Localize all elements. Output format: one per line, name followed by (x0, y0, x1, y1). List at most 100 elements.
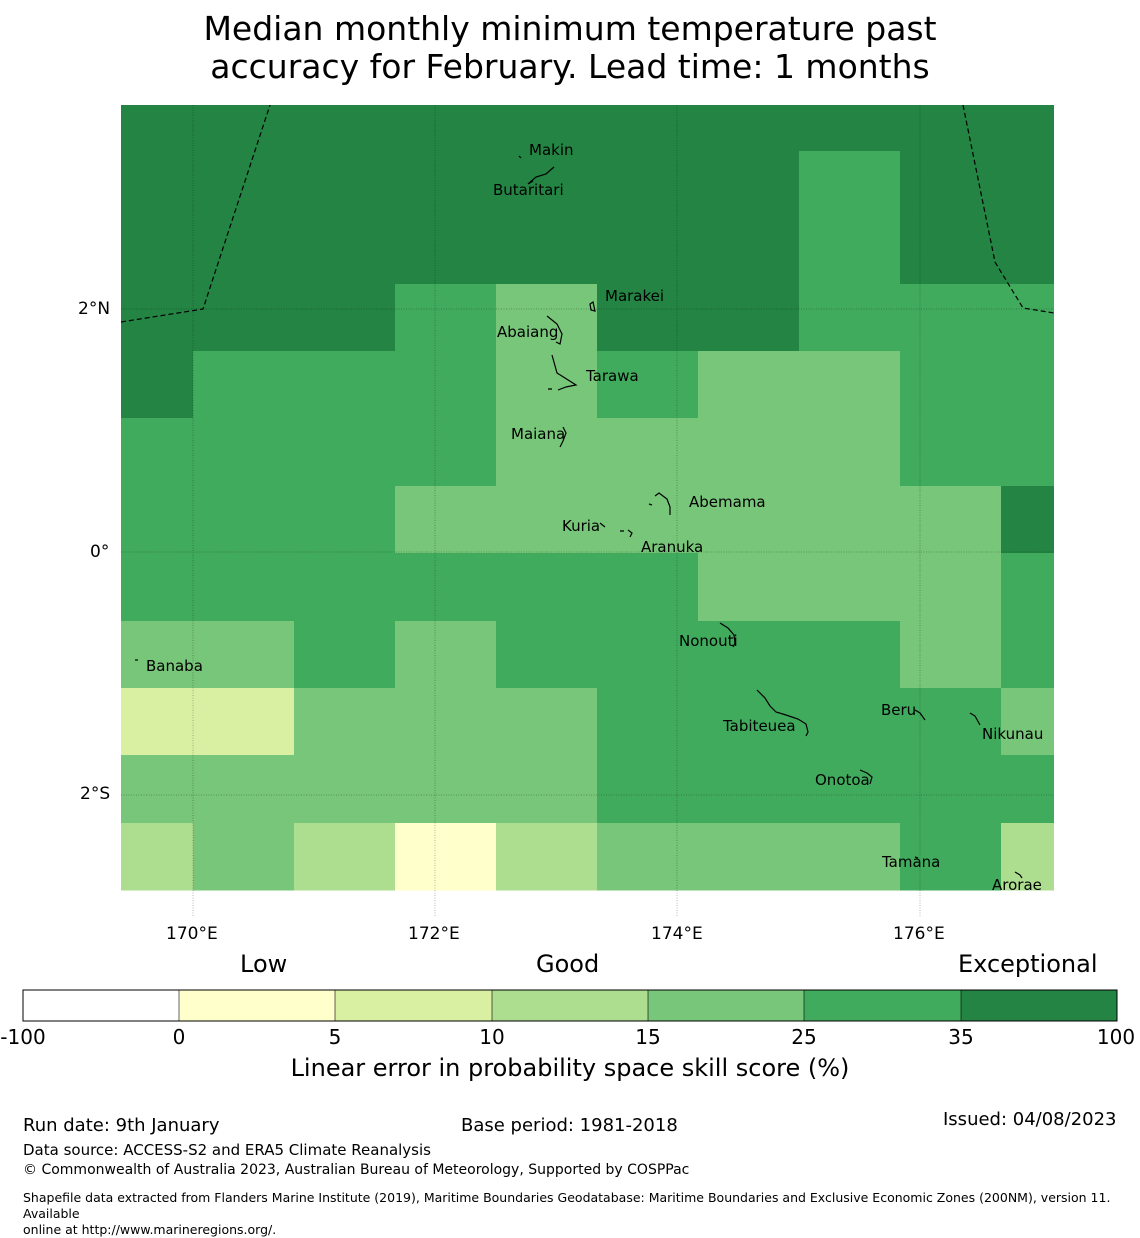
grid-cell-r7-c4 (496, 553, 597, 622)
island-shape-abemama (648, 492, 671, 515)
grid-cell-r7-c9 (1001, 553, 1054, 622)
grid-cell-r0-c2 (294, 105, 395, 152)
grid-cell-r4-c0 (121, 351, 193, 419)
grid-cell-r1-c2 (294, 151, 395, 218)
island-label-makin: Makin (529, 141, 574, 159)
grid-cell-r9-c9 (1001, 688, 1054, 756)
grid-cell-r4-c5 (597, 351, 698, 419)
grid-cell-r0-c4 (496, 105, 597, 152)
grid-cell-r1-c0 (121, 151, 193, 218)
island-shape-tabiteuea (756, 689, 809, 737)
map-plot[interactable] (0, 0, 1140, 930)
grid-cell-r1-c3 (395, 151, 496, 218)
island-shape-beru (914, 709, 926, 721)
grid-cell-r10-c1 (193, 755, 294, 824)
category-low: Low (240, 950, 288, 978)
grid-cell-r3-c9 (1001, 284, 1054, 352)
grid-cell-r11-c3 (395, 823, 496, 891)
grid-cell-r6-c1 (193, 486, 294, 554)
grid-cell-r10-c0 (121, 755, 193, 824)
grid-cell-r7-c0 (121, 553, 193, 622)
colorbar-tick-15: 15 (635, 1025, 661, 1049)
grid-cell-r5-c6 (698, 418, 799, 487)
eez-boundaries (120, 104, 1055, 323)
grid-cell-r7-c7 (799, 553, 900, 622)
grid-cell-r0-c1 (193, 105, 294, 152)
copyright: © Commonwealth of Australia 2023, Austra… (23, 1162, 690, 1178)
grid-cell-r5-c5 (597, 418, 698, 487)
lon-label-174e: 174°E (651, 924, 703, 944)
grid-cell-r9-c5 (597, 688, 698, 756)
island-label-abaiang: Abaiang (497, 323, 559, 341)
grid-cell-r9-c2 (294, 688, 395, 756)
grid-cell-r1-c7 (799, 151, 900, 218)
grid-cell-r8-c6 (698, 621, 799, 689)
grid-cell-r8-c2 (294, 621, 395, 689)
island-label-aranuka: Aranuka (641, 538, 704, 556)
grid-cell-r2-c1 (193, 217, 294, 285)
island-label-butaritari: Butaritari (493, 181, 564, 199)
grid-cell-r10-c5 (597, 755, 698, 824)
island-label-beru: Beru (881, 701, 917, 719)
grid-cell-r6-c6 (698, 486, 799, 554)
grid-cell-r6-c8 (900, 486, 1001, 554)
grid-cell-r9-c0 (121, 688, 193, 756)
base-period: Base period: 1981-2018 (461, 1115, 678, 1136)
grid-cell-r2-c0 (121, 217, 193, 285)
grid-cell-r5-c3 (395, 418, 496, 487)
island-label-marakei: Marakei (605, 287, 665, 305)
island-label-tabiteuea: Tabiteuea (723, 717, 796, 735)
grid-cell-r5-c1 (193, 418, 294, 487)
title-line-2: accuracy for February. Lead time: 1 mont… (210, 47, 930, 86)
colorbar-segment-4 (648, 990, 804, 1021)
island-label-arorae: Arorae (992, 876, 1042, 894)
colorbar-tick-5: 5 (328, 1025, 342, 1049)
colorbar-segment-6 (961, 990, 1117, 1021)
grid-cell-r2-c2 (294, 217, 395, 285)
island-label-onotoa: Onotoa (815, 771, 870, 789)
lat-label-2s: 2°S (80, 784, 111, 804)
title-line-1: Median monthly minimum temperature past (203, 9, 937, 48)
grid-cell-r0-c8 (900, 105, 1001, 152)
grid-cell-r9-c7 (799, 688, 900, 756)
map-title: Median monthly minimum temperature past … (0, 10, 1140, 86)
grid-cell-r5-c8 (900, 418, 1001, 487)
grid-cell-r9-c4 (496, 688, 597, 756)
grid-cell-r2-c6 (698, 217, 799, 285)
colorbar (22, 989, 1118, 1022)
colorbar-tick-35: 35 (948, 1025, 974, 1049)
grid-cell-r10-c2 (294, 755, 395, 824)
island-label-maiana: Maiana (511, 425, 566, 443)
grid-cell-r2-c7 (799, 217, 900, 285)
skill-grid (121, 105, 1054, 891)
grid-cell-r6-c4 (496, 486, 597, 554)
grid-cell-r8-c7 (799, 621, 900, 689)
grid-cell-r1-c1 (193, 151, 294, 218)
eez-boundary-west (120, 104, 271, 323)
grid-cell-r3-c1 (193, 284, 294, 352)
grid-cell-r11-c4 (496, 823, 597, 891)
grid-cell-r2-c9 (1001, 217, 1054, 285)
colorbar-segment-0 (23, 990, 179, 1021)
grid-cell-r9-c8 (900, 688, 1001, 756)
grid-cell-r11-c0 (121, 823, 193, 891)
colorbar-tick-25: 25 (791, 1025, 817, 1049)
grid-cell-r1-c4 (496, 151, 597, 218)
grid-cell-r2-c8 (900, 217, 1001, 285)
island-label-abemama: Abemama (689, 493, 766, 511)
grid-cell-r8-c1 (193, 621, 294, 689)
grid-cell-r0-c5 (597, 105, 698, 152)
colorbar-segment-5 (804, 990, 961, 1021)
island-shape-tarawa (548, 354, 578, 391)
grid-cell-r0-c7 (799, 105, 900, 152)
grid-cell-r0-c3 (395, 105, 496, 152)
grid-cell-r9-c3 (395, 688, 496, 756)
grid-cell-r10-c8 (900, 755, 1001, 824)
grid-cell-r2-c5 (597, 217, 698, 285)
grid-cell-r9-c6 (698, 688, 799, 756)
colorbar-tick-10: 10 (479, 1025, 505, 1049)
island-shape-makin (518, 155, 522, 159)
grid-cell-r7-c6 (698, 553, 799, 622)
grid-cell-r3-c7 (799, 284, 900, 352)
island-label-kuria: Kuria (562, 517, 601, 535)
